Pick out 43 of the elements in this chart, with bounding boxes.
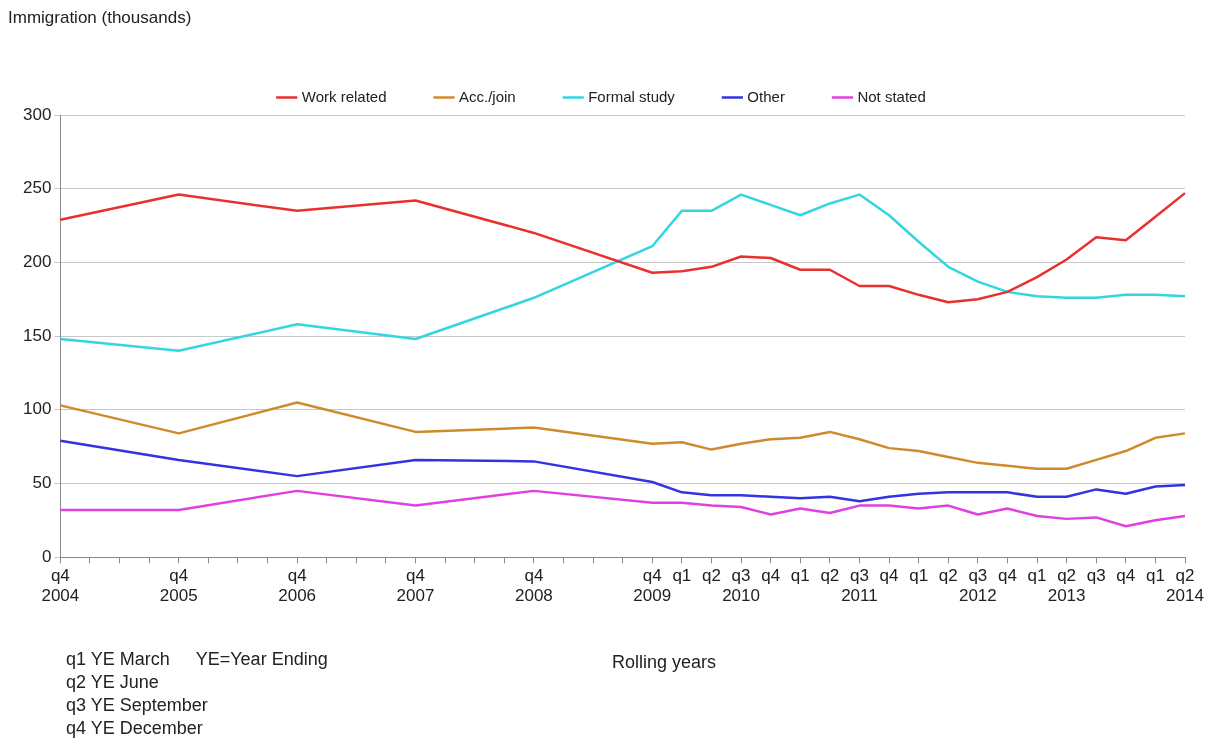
- x-tick-label: q4: [761, 566, 781, 586]
- x-tick-label: q4: [1116, 566, 1136, 586]
- text: q1 YE March: [66, 648, 170, 671]
- legend-label: Formal study: [588, 87, 676, 105]
- text: q4 YE December: [66, 717, 203, 740]
- x-tick-label: q4 2008: [514, 566, 553, 606]
- x-tick-label: q2 2013: [1047, 566, 1086, 606]
- x-tick-label: q4: [997, 566, 1017, 586]
- y-tick-label: 150: [22, 325, 52, 345]
- x-tick-label: q3 2011: [841, 566, 878, 606]
- x-tick-label: q2 2014: [1166, 566, 1204, 606]
- x-tick-label: q3: [1086, 566, 1106, 586]
- x-tick-label: q2: [938, 566, 958, 586]
- y-tick-label: 50: [32, 473, 52, 493]
- y-tick-label: 300: [22, 104, 52, 124]
- x-tick-label: q1: [1145, 566, 1165, 586]
- text: q3 YE September: [66, 694, 208, 717]
- y-tick-label: 250: [22, 178, 52, 198]
- x-tick-label: q4 2009: [633, 566, 672, 606]
- y-tick-label: 0: [41, 546, 52, 566]
- x-tick-label: q4 2004: [41, 566, 80, 606]
- x-tick-label: q1: [909, 566, 929, 586]
- legend-label: Acc./join: [459, 87, 516, 105]
- x-tick-label: q2: [702, 566, 721, 586]
- x-tick-label: q4 2007: [396, 566, 435, 606]
- x-tick-label: q1: [790, 566, 810, 586]
- y-tick-label: 200: [22, 252, 52, 272]
- x-tick-label: q4 2005: [159, 566, 198, 606]
- x-tick-label: q2: [820, 566, 840, 586]
- y-tick-label: 100: [22, 399, 52, 419]
- legend-label: Other: [747, 87, 785, 105]
- x-tick-label: q1: [1027, 566, 1047, 586]
- x-tick-label: q4: [879, 566, 899, 586]
- x-tick-label: q1: [672, 566, 692, 586]
- legend-label: Not stated: [857, 87, 926, 105]
- x-tick-label: q3 2012: [958, 566, 997, 606]
- text: YE=Year Ending: [195, 648, 328, 671]
- x-tick-label: q3 2010: [722, 566, 760, 606]
- legend-label: Work related: [301, 87, 387, 105]
- y-axis-title: Immigration (thousands): [8, 8, 192, 28]
- text: q2 YE June: [66, 671, 159, 694]
- x-tick-label: q4 2006: [278, 566, 317, 606]
- x-axis-title: Rolling years: [612, 652, 717, 673]
